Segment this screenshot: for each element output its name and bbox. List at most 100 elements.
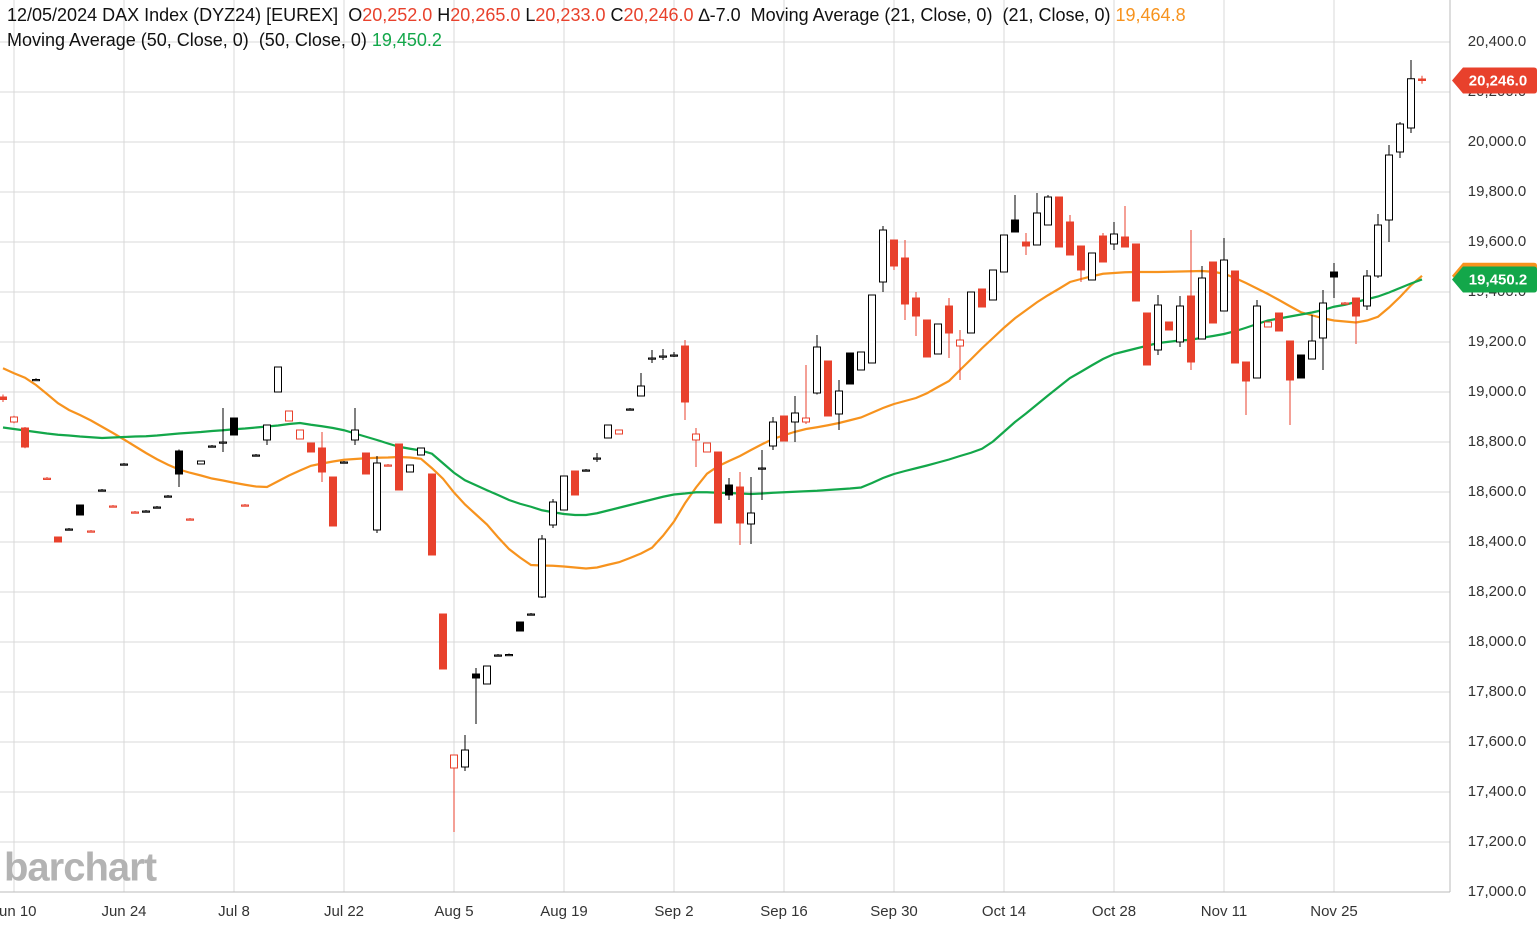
candle-body xyxy=(395,443,403,491)
candle-body xyxy=(736,486,744,524)
candle-body xyxy=(615,429,623,435)
candle-body xyxy=(681,345,689,403)
x-tick-label: Sep 16 xyxy=(760,903,808,920)
candle-body xyxy=(1242,361,1250,382)
ma50-name: Moving Average (50, Close, 0) xyxy=(7,30,249,50)
candle-body xyxy=(1176,305,1184,343)
candle-body xyxy=(758,467,766,470)
x-tick-label: Oct 14 xyxy=(982,903,1026,920)
candle-body xyxy=(967,291,975,334)
candle-body xyxy=(219,441,227,444)
candle-body xyxy=(549,501,557,526)
candle-body xyxy=(340,461,348,464)
y-tick-label: 18,200.0 xyxy=(1468,583,1526,600)
y-tick-label: 19,000.0 xyxy=(1468,383,1526,400)
candle-body xyxy=(659,355,667,358)
candle-body xyxy=(87,530,95,533)
change: ∆-7.0 xyxy=(698,5,741,25)
candle-body xyxy=(1198,277,1206,340)
candle-body xyxy=(296,429,304,440)
candle-body xyxy=(54,536,62,543)
candle-body xyxy=(1253,305,1261,379)
candle-body xyxy=(1022,241,1030,247)
candle-body xyxy=(670,354,678,357)
candle-body xyxy=(76,504,84,516)
candle-body xyxy=(1220,259,1228,312)
candle-body xyxy=(527,613,535,616)
y-tick-label: 19,200.0 xyxy=(1468,333,1526,350)
candle-body xyxy=(912,297,920,317)
candle-body xyxy=(186,518,194,521)
candle-body xyxy=(1297,354,1305,379)
candle-body xyxy=(10,416,18,423)
y-tick-label: 17,200.0 xyxy=(1468,833,1526,850)
candle-body xyxy=(1187,295,1195,363)
candle-body xyxy=(637,385,645,397)
ma-line xyxy=(2,278,1423,517)
candle-body xyxy=(1132,243,1140,302)
candle-body xyxy=(791,412,799,423)
y-tick-label: 17,400.0 xyxy=(1468,783,1526,800)
candle-body xyxy=(175,450,183,475)
candle-body xyxy=(142,510,150,513)
candle-body xyxy=(747,512,755,525)
candle-body xyxy=(483,665,491,685)
candle-body xyxy=(1396,123,1404,153)
candle-body xyxy=(945,305,953,334)
candle-body xyxy=(1385,154,1393,221)
candle-body xyxy=(1407,78,1415,129)
candle-body xyxy=(923,319,931,358)
candle-body xyxy=(450,754,458,769)
candle-body xyxy=(1352,297,1360,317)
candle-body xyxy=(593,457,601,460)
candle-body xyxy=(1121,236,1129,248)
candle-body xyxy=(241,504,249,507)
candle-body xyxy=(1165,321,1173,331)
candle-body xyxy=(307,442,315,453)
candle-body xyxy=(406,464,414,473)
candle-body xyxy=(857,351,865,371)
ohlc-key: O xyxy=(348,5,363,25)
y-tick-label: 18,600.0 xyxy=(1468,483,1526,500)
y-tick-label: 19,800.0 xyxy=(1468,183,1526,200)
y-tick-label: 18,000.0 xyxy=(1468,633,1526,650)
price-badge-label: 19,450.2 xyxy=(1469,271,1527,288)
candle-body xyxy=(285,410,293,422)
candle-body xyxy=(725,484,733,496)
symbol: 12/05/2024 DAX Index (DYZ24) [EUREX] xyxy=(7,5,339,25)
ohlc-key: H xyxy=(437,5,451,25)
candle-body xyxy=(604,424,612,439)
candle-body xyxy=(879,229,887,283)
candle-body xyxy=(890,239,898,267)
candle-body xyxy=(439,613,447,670)
y-tick-label: 18,400.0 xyxy=(1468,533,1526,550)
y-tick-label: 19,600.0 xyxy=(1468,233,1526,250)
candle-body xyxy=(252,454,260,457)
candle-body xyxy=(1154,304,1162,351)
candle-body xyxy=(835,390,843,415)
candle-body xyxy=(1033,212,1041,246)
y-tick-label: 20,400.0 xyxy=(1468,33,1526,50)
y-tick-label: 20,000.0 xyxy=(1468,133,1526,150)
candle-body xyxy=(1286,340,1294,381)
candle-body xyxy=(98,489,106,492)
candle-body xyxy=(1110,233,1118,245)
ohlc-value: 20,246.0 xyxy=(623,5,694,25)
ohlc-value: 20,265.0 xyxy=(450,5,521,25)
candle-body xyxy=(164,495,172,498)
ma21-value: 19,464.8 xyxy=(1115,5,1186,25)
candle-body xyxy=(1374,224,1382,277)
price-badge xyxy=(1452,266,1537,293)
candle-body xyxy=(0,396,7,400)
candle-body xyxy=(1066,221,1074,256)
candle-body xyxy=(274,366,282,393)
candle-body xyxy=(131,511,139,514)
candle-body xyxy=(208,445,216,448)
candle-body xyxy=(1088,252,1096,281)
candle-body xyxy=(505,654,513,657)
ma21-params: (21, Close, 0) xyxy=(1002,5,1111,25)
candle-body xyxy=(714,451,722,524)
candle-body xyxy=(648,357,656,360)
candle-body xyxy=(802,417,810,423)
